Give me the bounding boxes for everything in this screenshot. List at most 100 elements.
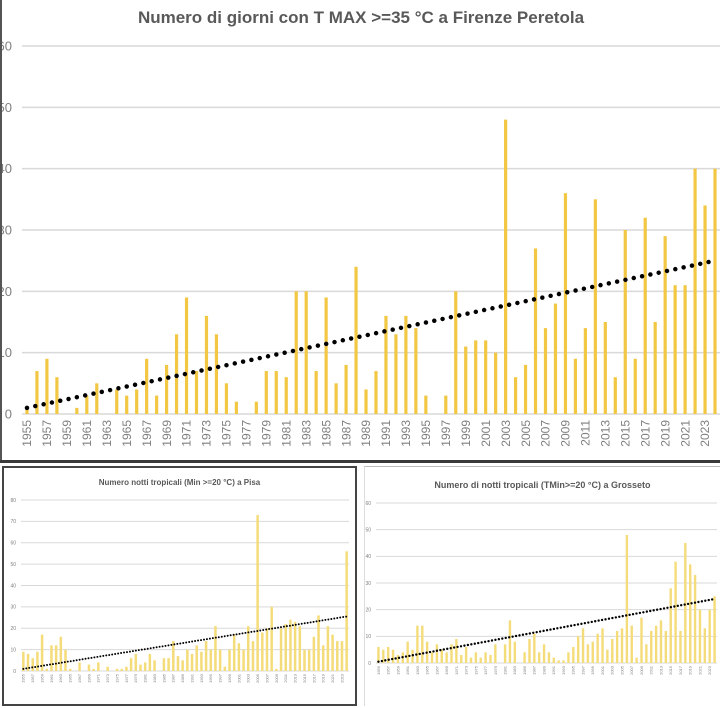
grosseto-bar-1982 <box>508 620 512 663</box>
grosseto-bar-2024 <box>713 596 716 663</box>
pisa-xtick-label: 1997 <box>218 673 223 683</box>
firenze-ytick-label: 60 <box>2 39 12 54</box>
grosseto-xtick-label: 1973 <box>464 665 469 675</box>
firenze-bar-2001 <box>484 340 488 414</box>
grosseto-xtick-label: 2009 <box>639 665 644 675</box>
pisa-xtick-label: 2017 <box>311 673 316 683</box>
grosseto-xtick-label: 1981 <box>502 665 507 675</box>
grosseto-bar-1958 <box>391 649 395 663</box>
pisa-chart-title: Numero notti tropicali (Min >=20 °C) a P… <box>98 478 261 487</box>
grosseto-bar-1990 <box>547 652 551 663</box>
firenze-xtick-label: 2007 <box>539 420 553 447</box>
grosseto-xtick-label: 1989 <box>541 665 546 675</box>
grosseto-xtick-label: 1959 <box>395 665 400 675</box>
firenze-bar-1994 <box>414 328 418 414</box>
firenze-bar-1981 <box>284 377 288 414</box>
grosseto-bar-2016 <box>674 561 677 663</box>
firenze-bar-2010 <box>573 358 578 414</box>
grosseto-bar-1985 <box>523 652 526 663</box>
grosseto-bar-2009 <box>640 617 643 663</box>
grosseto-bar-2015 <box>669 588 672 663</box>
pisa-xtick-label: 1963 <box>58 673 63 683</box>
grosseto-bar-1977 <box>484 652 487 663</box>
grosseto-bar-1963 <box>416 625 419 663</box>
firenze-chart-plot: 0 10 20 30 40 50 60 1955 1957 1959 1961 1963 1965 196… <box>2 39 720 447</box>
firenze-bar-1978 <box>254 401 258 414</box>
firenze-bar-1958 <box>55 377 59 414</box>
firenze-bar-2000 <box>474 340 478 414</box>
pisa-bar-1981 <box>143 662 147 671</box>
pisa-bar-1971 <box>97 662 100 671</box>
grosseto-xtick-label: 2013 <box>658 665 663 675</box>
pisa-bar-2012 <box>289 619 292 671</box>
grosseto-bar-1970 <box>450 644 453 663</box>
grosseto-bar-2013 <box>659 620 663 663</box>
grosseto-xtick-label: 2007 <box>629 665 634 675</box>
pisa-bar-1985 <box>162 658 166 671</box>
pisa-bar-1978 <box>129 658 133 671</box>
pisa-bar-1958 <box>36 651 39 671</box>
firenze-bar-2006 <box>533 248 538 414</box>
firenze-xtick-label: 1967 <box>140 420 154 447</box>
pisa-bar-1964 <box>64 649 67 671</box>
firenze-ytick-label: 10 <box>2 345 12 360</box>
pisa-bar-1962 <box>54 645 58 671</box>
firenze-bar-1967 <box>145 358 149 414</box>
grosseto-xtick-label: 1983 <box>512 665 517 675</box>
firenze-bar-2003 <box>504 119 508 414</box>
grosseto-bar-2019 <box>689 564 692 663</box>
pisa-bar-2006 <box>261 632 264 671</box>
firenze-xtick-label: 2021 <box>678 420 692 447</box>
grosseto-ytick-label: 40 <box>365 554 371 560</box>
pisa-bar-1970 <box>92 668 95 671</box>
pisa-bar-1989 <box>181 660 184 671</box>
pisa-bar-1959 <box>40 634 44 671</box>
firenze-bar-1957 <box>45 358 49 414</box>
pisa-xtick-label: 2023 <box>339 673 344 683</box>
pisa-xtick-label: 1993 <box>199 673 204 683</box>
grosseto-xtick-label: 1991 <box>551 665 556 675</box>
pisa-xtick-label: 1983 <box>152 673 157 683</box>
pisa-xtick-label: 2011 <box>283 673 288 682</box>
firenze-xtick-label: 1993 <box>399 420 413 447</box>
grosseto-bar-2012 <box>654 625 658 663</box>
pisa-xtick-label: 1967 <box>77 673 82 683</box>
firenze-bar-2007 <box>543 328 548 414</box>
pisa-xtick-label: 1979 <box>133 673 138 683</box>
pisa-bar-2009 <box>275 668 278 671</box>
pisa-ytick-label: 20 <box>10 626 16 632</box>
pisa-xtick-label: 2019 <box>321 673 326 683</box>
pisa-xtick-label: 2003 <box>246 673 251 683</box>
pisa-xtick-label: 1961 <box>49 673 54 683</box>
firenze-xtick-label: 2005 <box>519 420 533 447</box>
pisa-xtick-label: 2005 <box>255 673 260 683</box>
grosseto-bar-2005 <box>620 628 624 663</box>
grosseto-ytick-label: 10 <box>365 634 371 640</box>
grosseto-xtick-label: 1957 <box>386 665 391 675</box>
pisa-bar-1982 <box>148 653 152 671</box>
pisa-xtick-label: 1975 <box>114 673 119 683</box>
firenze-trendline <box>24 258 718 411</box>
pisa-xtick-label: 1969 <box>86 673 91 683</box>
pisa-bar-1977 <box>125 666 128 671</box>
pisa-bar-2015 <box>303 649 306 671</box>
firenze-bar-1971 <box>184 297 189 414</box>
firenze-bar-1998 <box>454 291 458 414</box>
firenze-bar-1961 <box>85 395 89 414</box>
grosseto-bar-1986 <box>528 639 531 663</box>
firenze-bar-1992 <box>394 334 398 414</box>
pisa-bar-1998 <box>223 666 227 671</box>
firenze-xtick-label: 2003 <box>499 420 513 447</box>
grosseto-bar-1999 <box>591 641 594 663</box>
pisa-xtick-label: 1999 <box>227 673 232 683</box>
grosseto-bar-1966 <box>430 652 434 663</box>
grosseto-ytick-label: 50 <box>365 527 371 533</box>
firenze-bar-2021 <box>683 285 687 414</box>
pisa-xtick-label: 2007 <box>264 673 269 683</box>
firenze-xtick-label: 1977 <box>240 420 254 447</box>
grosseto-bar-2022 <box>703 628 707 663</box>
grosseto-bar-1987 <box>533 633 536 663</box>
firenze-bar-1993 <box>404 315 408 414</box>
grosseto-bar-1997 <box>581 628 585 663</box>
pisa-xtick-label: 1957 <box>30 673 35 683</box>
